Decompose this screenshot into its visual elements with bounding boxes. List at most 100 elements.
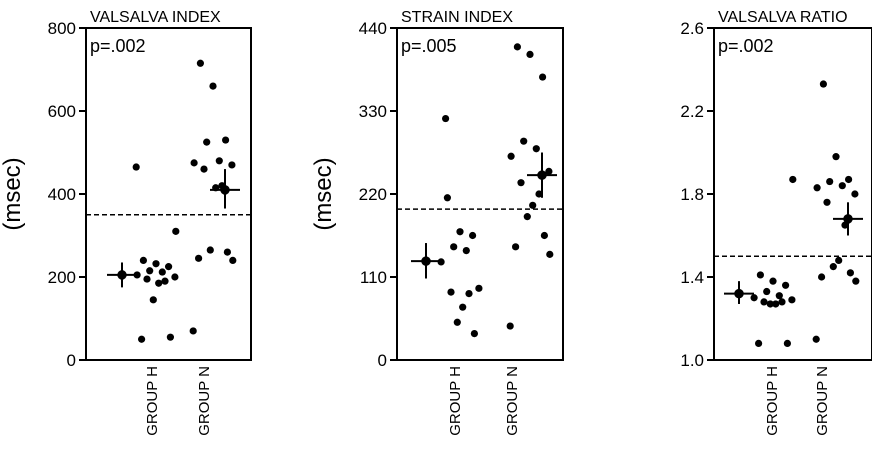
series-group-h <box>411 114 483 338</box>
p-value-annotation: p=.002 <box>718 36 774 56</box>
data-point <box>755 339 763 347</box>
data-point <box>546 250 554 258</box>
y-axis-label: (msec) <box>0 157 26 230</box>
data-point <box>437 258 445 266</box>
y-tick-label: 220 <box>359 185 387 204</box>
group-label-h: GROUP H <box>764 366 781 436</box>
data-point <box>526 50 534 59</box>
data-point <box>507 152 515 160</box>
y-tick-label: 2.2 <box>680 102 704 121</box>
data-point <box>456 228 464 236</box>
y-tick-label: 200 <box>48 268 76 287</box>
chart-panel-3: VALSALVA RATIO p=.002 1.0 1.4 1.8 2.2 2.6 GROUP… <box>680 9 872 436</box>
series-group-n <box>506 43 557 330</box>
data-point <box>769 277 777 285</box>
data-point <box>209 82 217 90</box>
data-point <box>812 335 820 343</box>
data-point <box>832 153 840 161</box>
data-point <box>475 284 483 292</box>
series-group-n <box>812 80 863 343</box>
chart-title: VALSALVA INDEX <box>90 9 221 26</box>
data-point <box>189 327 197 335</box>
data-point <box>851 190 859 198</box>
data-point <box>775 292 783 300</box>
data-point <box>772 300 780 308</box>
data-point <box>152 260 160 268</box>
data-point <box>172 227 180 235</box>
data-point <box>818 273 826 281</box>
data-point <box>171 273 179 281</box>
data-point <box>523 213 531 221</box>
data-point <box>222 136 230 144</box>
y-tick-label: 330 <box>359 102 387 121</box>
data-point <box>470 329 478 338</box>
group-label-n: GROUP N <box>814 366 831 436</box>
y-axis-label: (msec) <box>310 157 337 230</box>
data-point <box>453 318 461 326</box>
series-group-h <box>107 163 180 343</box>
data-point <box>782 281 790 289</box>
data-point <box>450 243 458 251</box>
data-point <box>845 175 853 184</box>
data-point <box>215 157 223 165</box>
mean-marker <box>843 214 853 224</box>
data-point <box>846 269 855 277</box>
mean-marker <box>537 170 547 180</box>
series-group-n <box>189 59 240 335</box>
data-point <box>149 296 157 304</box>
data-point <box>223 248 231 256</box>
y-tick-label: 600 <box>48 102 76 121</box>
data-point <box>529 201 537 209</box>
data-point <box>459 303 467 311</box>
data-point <box>829 263 837 271</box>
data-point <box>835 256 843 264</box>
data-point <box>517 179 525 187</box>
data-point <box>788 296 796 304</box>
data-point <box>133 271 141 279</box>
y-tick-label: 400 <box>48 185 76 204</box>
data-point <box>511 243 520 251</box>
data-point <box>469 231 477 240</box>
data-point <box>146 267 154 275</box>
data-point <box>539 73 547 81</box>
y-tick-label: 110 <box>360 268 387 287</box>
data-point <box>520 137 528 145</box>
data-point <box>143 275 151 283</box>
data-point <box>763 287 771 296</box>
y-tick-label: 0 <box>67 351 76 370</box>
y-tick-label: 0 <box>378 351 387 370</box>
data-point <box>513 43 522 51</box>
data-point <box>506 322 514 330</box>
p-value-annotation: p=.005 <box>401 36 457 56</box>
y-tick-label: 1.0 <box>680 351 704 370</box>
mean-marker <box>734 288 744 299</box>
data-point <box>826 177 834 186</box>
data-point <box>545 167 553 175</box>
data-point <box>852 277 860 285</box>
data-point <box>540 231 549 240</box>
group-label-h: GROUP H <box>144 366 161 436</box>
data-point <box>778 298 786 306</box>
data-point <box>166 333 174 341</box>
data-point <box>158 268 166 276</box>
data-point <box>200 165 208 173</box>
p-value-annotation: p=.002 <box>90 36 146 56</box>
mean-marker <box>117 270 127 280</box>
data-point <box>161 277 169 285</box>
data-point <box>228 161 236 169</box>
plot-frame <box>713 27 872 361</box>
data-point <box>838 182 846 190</box>
y-tick-label: 440 <box>359 19 387 38</box>
data-point <box>535 190 543 198</box>
data-point <box>442 114 450 123</box>
data-point <box>462 246 470 255</box>
chart-title: VALSALVA RATIO <box>718 9 848 26</box>
data-point <box>155 279 163 287</box>
data-point <box>783 339 792 347</box>
y-tick-label: 2.6 <box>680 19 704 38</box>
data-point <box>195 254 203 262</box>
data-point <box>139 256 147 264</box>
data-point <box>750 294 758 302</box>
y-tick-label: 1.4 <box>680 268 704 287</box>
